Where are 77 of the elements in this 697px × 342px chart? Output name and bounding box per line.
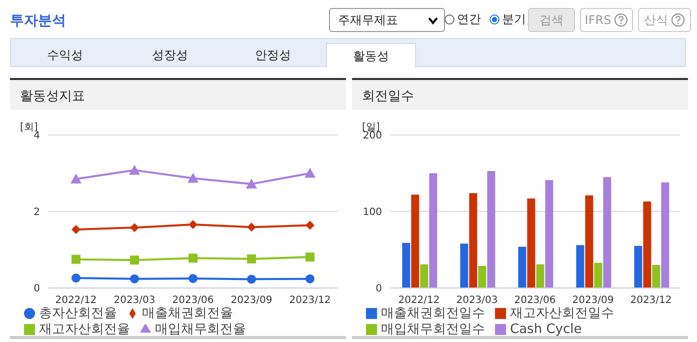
point bbox=[246, 178, 257, 188]
text: 주재무제표 bbox=[338, 12, 398, 28]
x-tick-label: 2023/06 bbox=[172, 295, 214, 306]
legend-label: 매출채권회전일수 bbox=[381, 306, 485, 321]
bar bbox=[527, 198, 536, 288]
point bbox=[188, 274, 198, 283]
text: 분기 bbox=[502, 11, 526, 28]
text: 성장성 bbox=[151, 46, 189, 64]
point bbox=[306, 274, 314, 284]
bar bbox=[411, 194, 420, 288]
point bbox=[70, 173, 82, 184]
point bbox=[247, 274, 256, 284]
x-tick-label: 2023/03 bbox=[456, 295, 498, 306]
x-tick-label: 2023/12 bbox=[630, 295, 672, 306]
bar bbox=[460, 244, 468, 288]
y-tick-label: 4 bbox=[34, 130, 40, 142]
bar bbox=[402, 242, 410, 288]
legend-label: 매입채무회전일수 bbox=[381, 322, 485, 337]
bar bbox=[603, 177, 612, 288]
legend-label: Cash Cycle bbox=[510, 322, 582, 337]
bar bbox=[634, 246, 642, 288]
bar bbox=[576, 245, 584, 288]
point bbox=[188, 172, 198, 183]
bar bbox=[545, 180, 554, 288]
bar bbox=[469, 193, 478, 288]
x-tick-label: 2023/12 bbox=[289, 295, 331, 306]
chart-title: 회전일수 bbox=[352, 78, 688, 110]
point bbox=[72, 224, 80, 234]
legend-label: 매입채무회전율 bbox=[155, 322, 246, 337]
point bbox=[304, 168, 316, 178]
bar bbox=[536, 264, 544, 288]
y-tick-label: 100 bbox=[362, 207, 382, 218]
legend-label: 총자산회전율 bbox=[39, 306, 117, 321]
point bbox=[306, 252, 314, 262]
bar bbox=[594, 262, 602, 288]
point bbox=[247, 254, 256, 264]
text: 산식 bbox=[644, 12, 668, 28]
point bbox=[247, 222, 256, 232]
bar bbox=[478, 266, 486, 288]
bar bbox=[429, 173, 438, 288]
text: 수익성 bbox=[46, 46, 84, 64]
y-tick-label: 0 bbox=[34, 284, 40, 295]
point bbox=[188, 220, 198, 230]
point bbox=[72, 274, 80, 283]
point bbox=[306, 220, 314, 230]
point bbox=[129, 164, 140, 175]
legend-label: 재고자산회전일수 bbox=[510, 306, 614, 321]
text: 연간 bbox=[457, 11, 481, 28]
x-tick-label: 2023/09 bbox=[572, 295, 614, 306]
point bbox=[72, 254, 80, 264]
y-tick-label: 200 bbox=[362, 130, 382, 142]
bar bbox=[652, 265, 660, 288]
point bbox=[130, 223, 139, 232]
bar bbox=[420, 264, 428, 288]
bar bbox=[487, 170, 496, 288]
x-tick-label: 2022/12 bbox=[55, 295, 97, 306]
y-tick-label: 2 bbox=[34, 207, 40, 218]
point bbox=[130, 256, 139, 265]
legend-label: 매출채권회전율 bbox=[142, 306, 233, 321]
point bbox=[188, 254, 198, 263]
bar bbox=[518, 246, 526, 288]
bar bbox=[643, 202, 652, 288]
text: IFRS bbox=[584, 13, 612, 27]
text: 활동성 bbox=[326, 43, 416, 68]
x-tick-label: 2023/06 bbox=[514, 295, 556, 306]
bar bbox=[661, 182, 670, 288]
bar bbox=[585, 195, 594, 288]
text: 검색 bbox=[540, 12, 564, 28]
x-tick-label: 2022/12 bbox=[398, 295, 440, 306]
text: 투자분석 bbox=[10, 12, 66, 30]
text: 안정성 bbox=[254, 46, 292, 64]
x-tick-label: 2023/09 bbox=[230, 295, 272, 306]
chart-title: 활동성지표 bbox=[10, 78, 346, 110]
x-tick-label: 2023/03 bbox=[114, 295, 156, 306]
legend-label: 재고자산회전율 bbox=[39, 322, 130, 337]
y-tick-label: 0 bbox=[376, 284, 382, 295]
point bbox=[130, 274, 139, 284]
